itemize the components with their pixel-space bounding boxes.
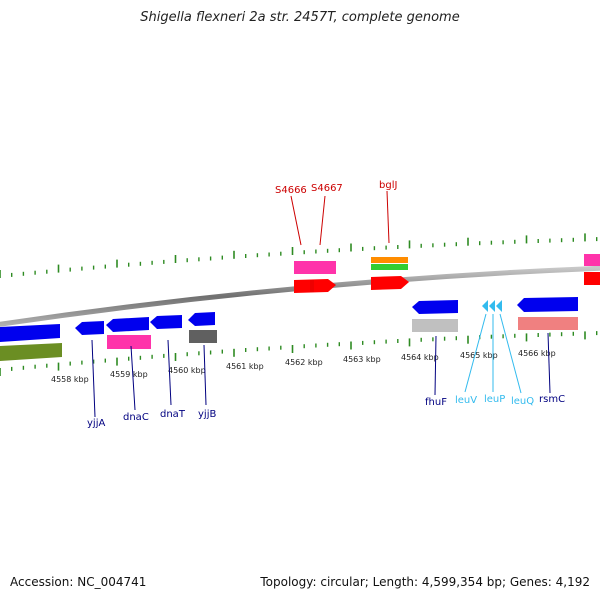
gene-arrow-forward[interactable] bbox=[310, 280, 314, 292]
gene-arrow-reverse[interactable] bbox=[106, 317, 149, 332]
gene-label-leuP[interactable]: leuP bbox=[484, 394, 505, 405]
gene-arrow-reverse[interactable] bbox=[188, 312, 215, 326]
gene-feature-green[interactable] bbox=[371, 264, 408, 270]
kbp-label: 4560 kbp bbox=[168, 366, 206, 375]
kbp-scale: 4558 kbp 4559 kbp 4560 kbp 4561 kbp 4562… bbox=[51, 349, 556, 384]
gene-label-S4667[interactable]: S4667 bbox=[311, 183, 343, 194]
gene-arrow-reverse[interactable] bbox=[150, 315, 182, 329]
gene-feature-darkgray[interactable] bbox=[189, 330, 217, 343]
trna-arrow[interactable] bbox=[496, 300, 502, 312]
gene-feature-red[interactable] bbox=[584, 272, 600, 285]
gene-label-dnaC[interactable]: dnaC bbox=[123, 412, 149, 423]
genome-summary-text: Topology: circular; Length: 4,599,354 bp… bbox=[260, 575, 590, 589]
kbp-label: 4566 kbp bbox=[518, 349, 556, 358]
gene-label-yjjA[interactable]: yjjA bbox=[87, 418, 105, 429]
gene-label-leuQ[interactable]: leuQ bbox=[511, 396, 534, 407]
gene-arrow-forward[interactable] bbox=[371, 276, 409, 290]
genome-title: Shigella flexneri 2a str. 2457T, complet… bbox=[140, 10, 460, 25]
kbp-label: 4565 kbp bbox=[460, 351, 498, 360]
gene-arrow-reverse[interactable] bbox=[517, 297, 578, 312]
gene-feature-pink[interactable] bbox=[107, 335, 151, 349]
kbp-label: 4559 kbp bbox=[110, 370, 148, 379]
gene-arrow-reverse[interactable] bbox=[0, 324, 60, 342]
outer-tick-row bbox=[0, 233, 598, 278]
gene-label-leuV[interactable]: leuV bbox=[455, 395, 477, 406]
gene-label-bglJ[interactable]: bglJ bbox=[379, 180, 397, 191]
reverse-strand-features bbox=[0, 297, 578, 361]
gene-labels: yjjA dnaC dnaT yjjB fhuF leuV leuP leuQ … bbox=[87, 180, 565, 429]
gene-feature-olive[interactable] bbox=[0, 343, 62, 361]
gene-feature-pink[interactable] bbox=[294, 261, 336, 274]
gene-feature-pink[interactable] bbox=[584, 254, 600, 266]
gene-feature-salmon[interactable] bbox=[518, 317, 578, 330]
kbp-label: 4561 kbp bbox=[226, 362, 264, 371]
gene-label-S4666[interactable]: S4666 bbox=[275, 185, 307, 196]
inner-tick-row bbox=[0, 331, 598, 376]
kbp-label: 4564 kbp bbox=[401, 353, 439, 362]
kbp-label: 4563 kbp bbox=[343, 355, 381, 364]
genome-backbone bbox=[0, 265, 600, 327]
gene-feature-orange[interactable] bbox=[371, 257, 408, 263]
gene-arrow-reverse[interactable] bbox=[75, 321, 104, 335]
kbp-label: 4558 kbp bbox=[51, 375, 89, 384]
gene-arrow-forward[interactable] bbox=[294, 279, 336, 293]
gene-label-yjjB[interactable]: yjjB bbox=[198, 409, 216, 420]
gene-label-rsmC[interactable]: rsmC bbox=[539, 394, 565, 405]
trna-arrow[interactable] bbox=[482, 300, 488, 312]
kbp-label: 4562 kbp bbox=[285, 358, 323, 367]
label-leaders bbox=[91, 190, 551, 418]
gene-arrow-reverse[interactable] bbox=[412, 300, 458, 314]
accession-text: Accession: NC_004741 bbox=[10, 575, 147, 589]
gene-feature-gray[interactable] bbox=[412, 319, 458, 332]
forward-strand-features bbox=[294, 254, 600, 293]
gene-label-fhuF[interactable]: fhuF bbox=[425, 397, 447, 408]
trna-arrow[interactable] bbox=[489, 300, 495, 312]
gene-label-dnaT[interactable]: dnaT bbox=[160, 409, 186, 420]
